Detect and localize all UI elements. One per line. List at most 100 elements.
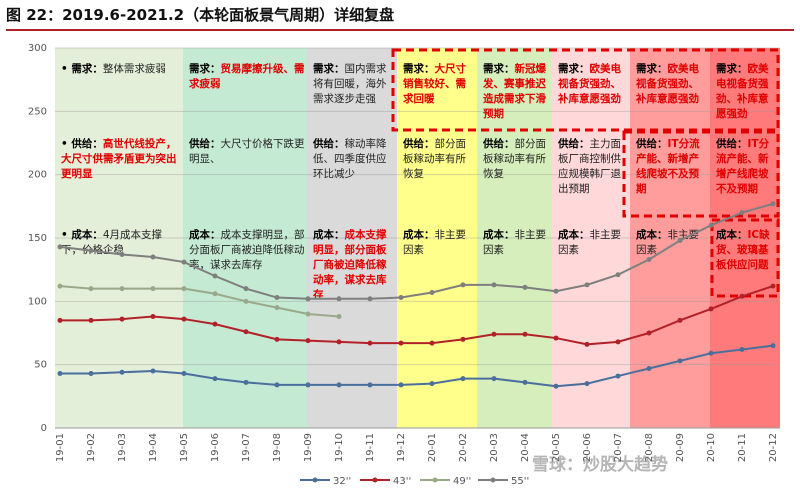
watermark: 雪球：炒股大趋势 <box>532 454 668 475</box>
point <box>646 257 652 263</box>
y-tick-label: 0 <box>41 423 47 434</box>
point <box>460 282 466 288</box>
phase-band <box>397 48 477 428</box>
series-line <box>60 285 774 346</box>
annotation-body: 新冠爆发、赛事推迟造成需求下滑预期 <box>483 63 546 120</box>
series-line <box>59 285 340 318</box>
y-tick-label: 250 <box>28 106 47 117</box>
point <box>88 286 94 292</box>
phase-band <box>710 48 780 428</box>
annotation-text: 需求：欧美电视备货强劲、补库意愿强劲 <box>630 62 710 107</box>
annotation-text: 成本：非主要因素 <box>552 228 630 258</box>
annotation-text: 供给：IT分流产能、新增产线爬坡不及预期 <box>630 137 710 197</box>
phase-band <box>552 48 630 428</box>
annotation-label: 供给： <box>483 138 515 150</box>
x-tick-label: 20-01 <box>427 433 438 462</box>
annotation-body: 高世代线投产，大尺寸供需矛盾更为突出更明显 <box>61 138 177 180</box>
point <box>770 283 776 289</box>
annotation-label: 需求： <box>71 63 103 75</box>
annotation-text: 需求：新冠爆发、赛事推迟造成需求下滑预期 <box>477 62 552 122</box>
point <box>367 340 373 346</box>
point <box>305 338 311 344</box>
point <box>584 282 590 288</box>
point <box>305 382 311 388</box>
annotation-text: 成本：成本支撑明显，部分面板厂商被迫降低稼动率，谋求去库存 <box>183 228 307 273</box>
annotation-body: 非主要因素 <box>403 229 466 256</box>
point <box>522 284 528 290</box>
annotation: 需求：新冠爆发、赛事推迟造成需求下滑预期 <box>477 62 552 122</box>
annotation-body: 欧美电视备货强劲、补库意愿强劲 <box>636 63 699 105</box>
x-tick-label: 20-12 <box>768 433 779 462</box>
point <box>336 382 342 388</box>
point <box>429 289 435 295</box>
annotation-body: 部分面板稼动率有所恢复 <box>483 138 546 180</box>
point <box>212 273 218 279</box>
point <box>212 321 218 327</box>
annotation-body: 稼动率降低、四季度供应环比减少 <box>313 138 387 180</box>
x-tick-label: 19-12 <box>396 433 407 462</box>
point <box>336 339 342 345</box>
legend-marker <box>490 477 496 483</box>
annotation: 成本：成本支撑明显，部分面板厂商被迫降低稼动率，谋求去库存 <box>183 228 307 273</box>
point <box>739 293 745 299</box>
point <box>522 379 528 385</box>
annotation-text: 需求：贸易摩擦升级、需求疲弱 <box>183 62 307 92</box>
annotation-label: 需求： <box>403 63 435 75</box>
annotation-text: 需求：欧美电视备货强劲、补库意愿强劲 <box>710 62 780 122</box>
point <box>119 286 125 292</box>
point <box>336 296 342 302</box>
point <box>491 376 497 382</box>
annotation: 供给：部分面板稼动率有所恢复 <box>397 137 477 182</box>
annotation-text: 供给：部分面板稼动率有所恢复 <box>397 137 477 182</box>
annotation-body: 非主要因素 <box>636 229 699 256</box>
point <box>243 298 249 304</box>
annotation-text: 供给：IT分流产能、新增产线爬坡不及预期 <box>710 137 780 197</box>
annotation-body: IC缺货、玻璃基板供应问题 <box>716 229 770 271</box>
x-tick-label: 19-10 <box>334 433 345 462</box>
point <box>243 379 249 385</box>
point <box>522 331 528 337</box>
annotation-body: IT分流产能、新增产线爬坡不及预期 <box>716 138 770 195</box>
point <box>646 365 652 371</box>
phase-band <box>183 48 307 428</box>
annotation: 需求：贸易摩擦升级、需求疲弱 <box>183 62 307 92</box>
y-tick-label: 150 <box>28 233 47 244</box>
annotation-text: 需求：欧美电视备货强劲、补库意愿强劲 <box>552 62 630 107</box>
x-tick-label: 20-11 <box>737 433 748 462</box>
point <box>460 376 466 382</box>
annotation-text: 供给：稼动率降低、四季度供应环比减少 <box>307 137 397 182</box>
point <box>57 283 63 289</box>
annotation-body: 非主要因素 <box>558 229 621 256</box>
point <box>150 368 156 374</box>
point <box>646 330 652 336</box>
legend-label: 55'' <box>511 476 529 487</box>
annotation-label: 供给： <box>313 138 345 150</box>
annotation: 需求：大尺寸销售较好、需求回暖 <box>403 63 466 105</box>
x-tick-label: 20-02 <box>458 433 469 462</box>
point <box>181 371 187 377</box>
title: 图 22：2019.6-2021.2（本轮面板景气周期）详细复盘 <box>6 4 794 31</box>
point <box>584 341 590 347</box>
point <box>119 316 125 322</box>
x-tick-label: 19-01 <box>55 433 66 462</box>
annotation-text: 供给：高世代线投产，大尺寸供需矛盾更为突出更明显 <box>55 137 183 182</box>
point <box>88 317 94 323</box>
annotation-text: 成本：IC缺货、玻璃基板供应问题 <box>710 228 780 273</box>
annotation-body: 国内需求将有回暖，海外需求逐步走强 <box>313 63 387 105</box>
annotation-body: 大尺寸价格下跌更明显、 <box>189 138 305 165</box>
point <box>677 358 683 364</box>
annotation-label: 成本： <box>558 229 590 241</box>
annotation-body: 贸易摩擦升级、需求疲弱 <box>189 63 305 90</box>
annotation: 供给：稼动率降低、四季度供应环比减少 <box>307 137 397 182</box>
phase-band <box>307 48 397 428</box>
point <box>460 336 466 342</box>
annotation-label: 成本： <box>71 229 103 241</box>
annotation-label: 成本： <box>189 229 221 241</box>
point <box>429 340 435 346</box>
point <box>398 295 404 301</box>
x-tick-label: 19-02 <box>86 433 97 462</box>
point <box>150 254 156 260</box>
point <box>429 381 435 387</box>
point <box>243 329 249 335</box>
annotation-label: 需求： <box>636 63 668 75</box>
